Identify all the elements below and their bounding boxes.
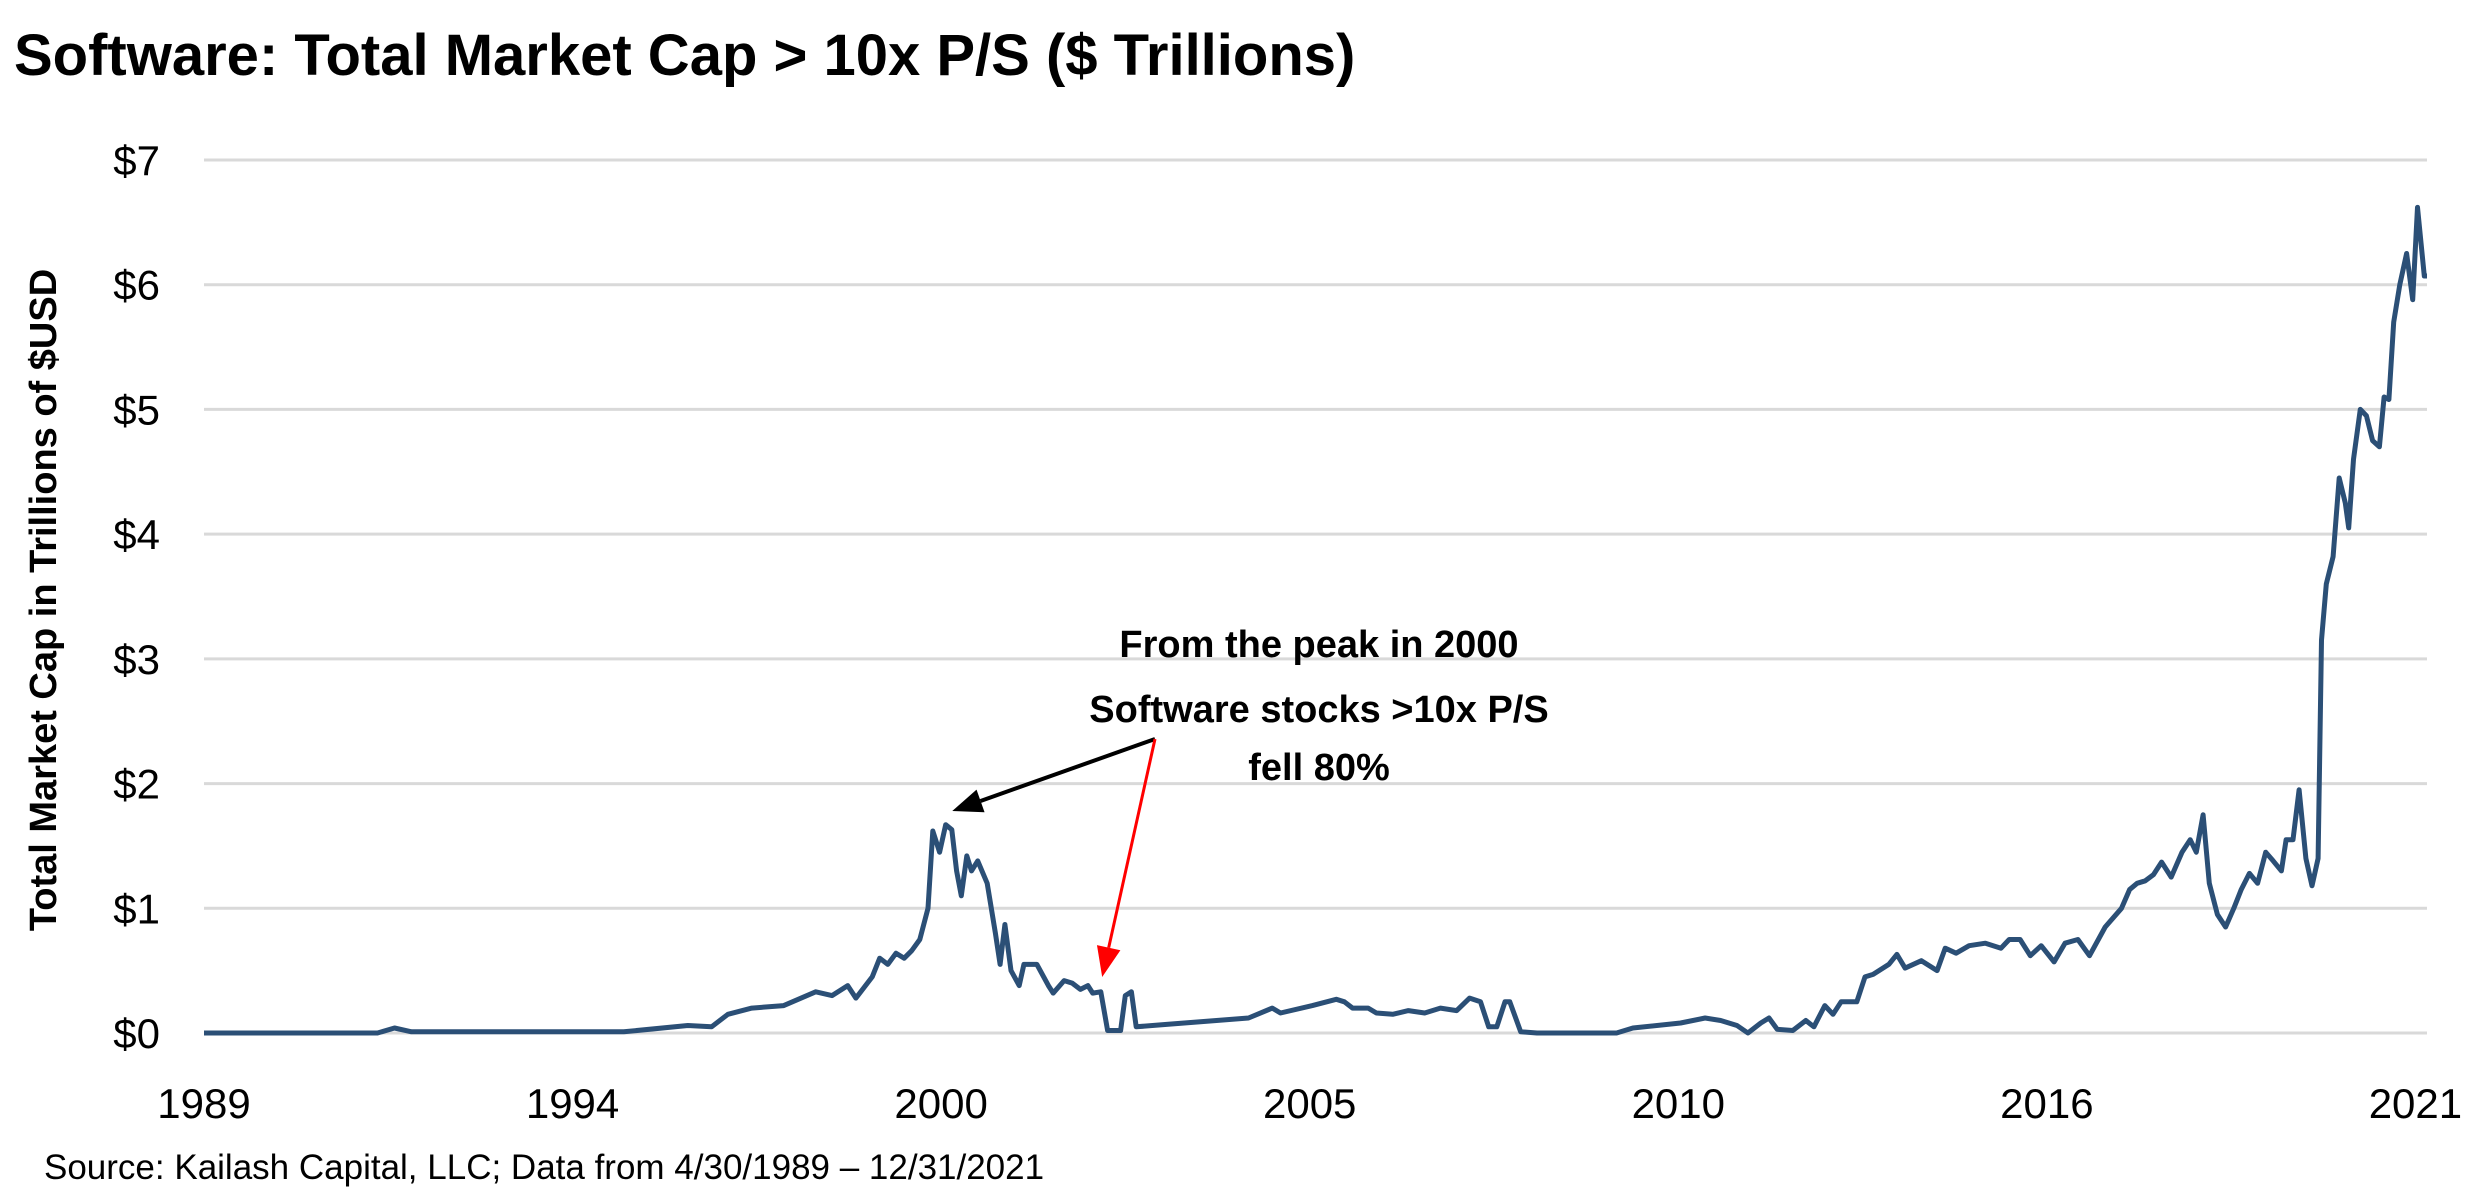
arrow-to-trough: [1107, 738, 1157, 949]
series-line: [204, 204, 2427, 1036]
y-tick-label: $4: [113, 511, 160, 558]
y-tick-label: $1: [113, 885, 160, 932]
x-axis-ticks: 1989 1994 2000 2005 2010 2016 2021: [157, 1080, 2462, 1127]
x-tick-label: 1989: [157, 1080, 250, 1127]
x-tick-label: 2005: [1263, 1080, 1356, 1127]
gridlines: [204, 158, 2427, 1035]
y-tick-label: $5: [113, 386, 160, 433]
x-tick-label: 2021: [2369, 1080, 2462, 1127]
y-tick-label: $0: [113, 1010, 160, 1057]
x-tick-label: 2000: [894, 1080, 987, 1127]
x-tick-label: 2016: [2000, 1080, 2093, 1127]
y-axis-ticks: $0 $1 $2 $3 $4 $5 $6 $7: [113, 137, 160, 1057]
y-tick-label: $2: [113, 761, 160, 808]
y-tick-label: $7: [113, 137, 160, 184]
annotation-line-3: fell 80%: [1248, 747, 1390, 789]
arrowhead-trough: [1096, 945, 1121, 977]
annotation-line-2: Software stocks >10x P/S: [1089, 689, 1548, 731]
source-note: Source: Kailash Capital, LLC; Data from …: [44, 1148, 1045, 1187]
x-tick-label: 1994: [526, 1080, 619, 1127]
chart-title: Software: Total Market Cap > 10x P/S ($ …: [14, 23, 1356, 88]
y-tick-label: $3: [113, 636, 160, 683]
annotation-line-1: From the peak in 2000: [1119, 624, 1518, 666]
arrowhead-peak: [952, 789, 985, 813]
y-axis-label: Total Market Cap in Trillions of $USD: [23, 269, 65, 931]
annotation: From the peak in 2000 Software stocks >1…: [952, 624, 1549, 977]
y-tick-label: $6: [113, 262, 160, 309]
arrow-to-peak: [979, 737, 1156, 803]
x-tick-label: 2010: [1632, 1080, 1725, 1127]
